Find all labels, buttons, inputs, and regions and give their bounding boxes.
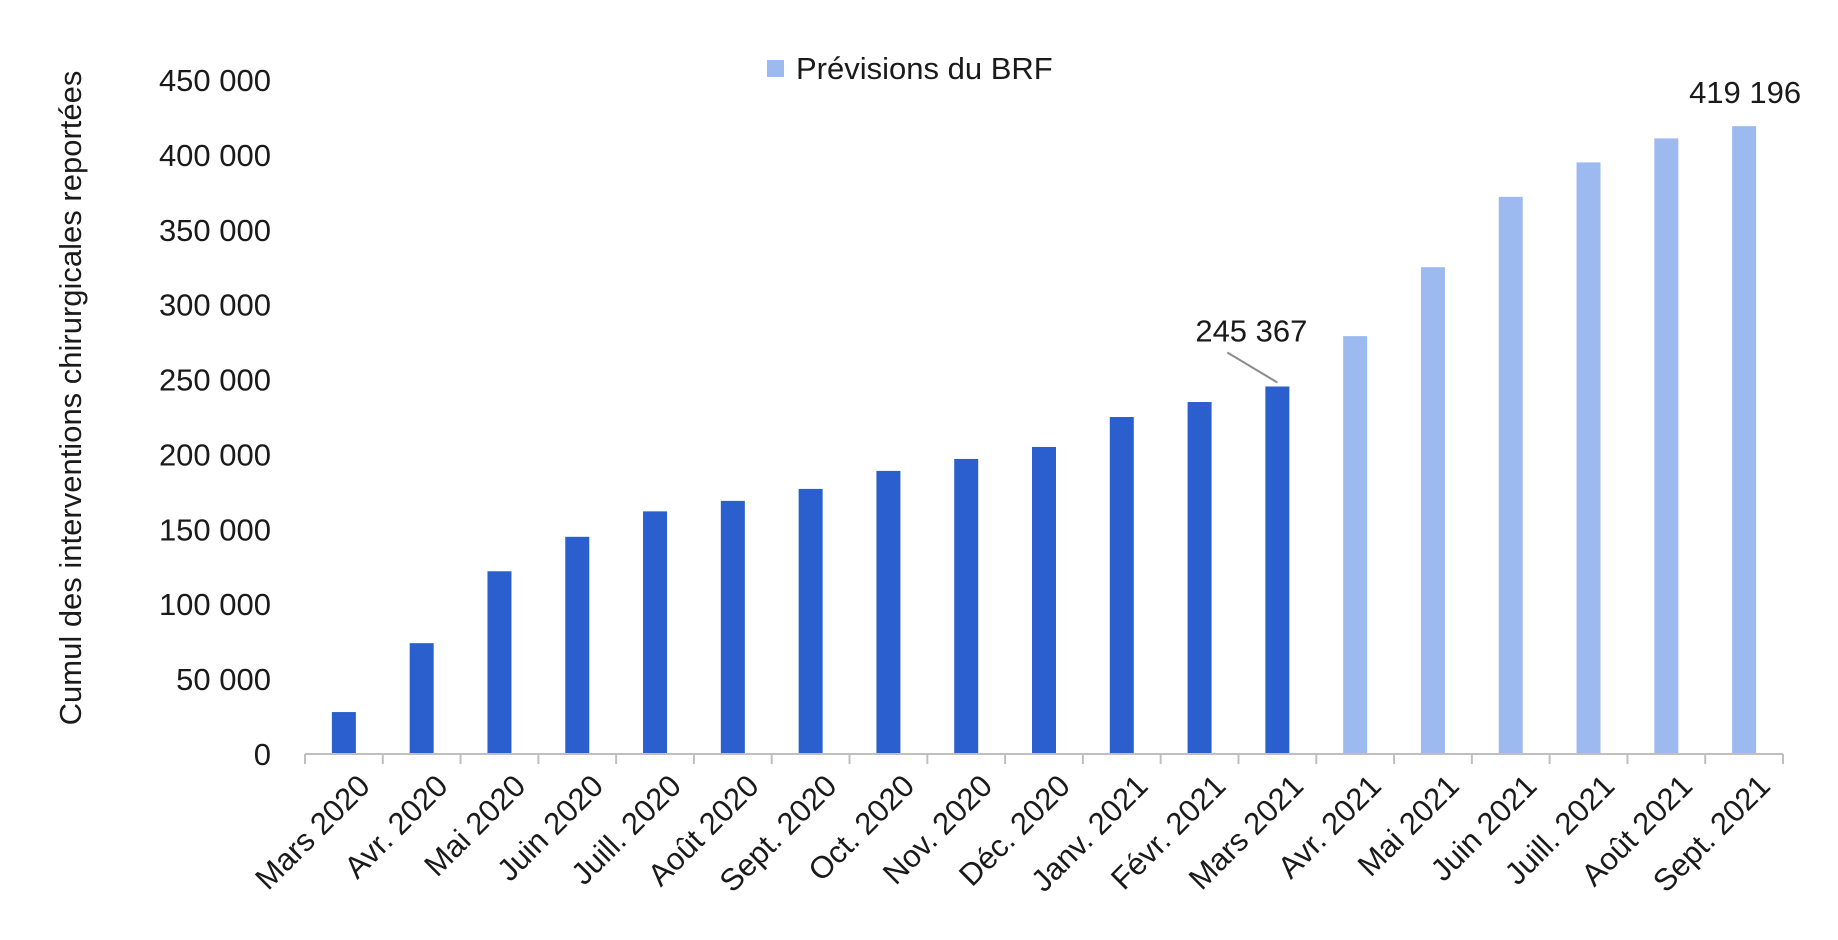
bar-juin-2021 [1498,196,1523,754]
bar-avr-2020 [409,643,434,754]
y-tick-label: 100 000 [159,587,271,622]
y-tick-label: 200 000 [159,437,271,472]
bar-juill-2021 [1576,162,1601,754]
bar-mai-2020 [487,571,512,754]
bar-juill-2020 [643,511,668,754]
bar-juin-2020 [565,536,590,754]
bar-mars-2021 [1265,386,1290,754]
bar-févr-2021 [1187,402,1212,754]
bar-août-2020 [720,500,745,754]
bar-août-2021 [1654,138,1679,754]
axes-group [304,753,1784,764]
data-label: 245 367 [1195,313,1307,348]
data-label: 419 196 [1689,75,1801,110]
bar-nov-2020 [954,458,979,754]
bar-mai-2021 [1420,267,1445,754]
bar-avr-2021 [1343,336,1368,754]
bar-mars-2020 [331,712,356,754]
y-axis-title: Cumul des interventions chirurgicales re… [53,71,88,726]
y-tick-label: 50 000 [176,662,271,697]
y-tick-label: 450 000 [159,63,271,98]
annotation-leader-line [1226,351,1278,384]
legend: Prévisions du BRF [767,51,1053,86]
annotations-group: 245 367 419 196 [1195,75,1801,384]
legend-swatch [767,60,784,77]
y-tick-label: 0 [254,737,271,772]
bar-janv-2021 [1109,417,1134,754]
bar-sept-2021 [1732,126,1757,754]
bars-group [331,126,1757,754]
y-tick-label: 150 000 [159,512,271,547]
y-tick-label: 400 000 [159,138,271,173]
bar-déc-2020 [1032,446,1056,754]
legend-label: Prévisions du BRF [796,51,1053,86]
y-tick-label: 350 000 [159,213,271,248]
y-tick-label: 250 000 [159,363,271,398]
bar-oct-2020 [876,470,901,754]
y-ticks-group: 0 50 000 100 000 150 000 200 000 250 000 300 0… [159,63,271,772]
bar-sept-2020 [798,488,823,754]
y-tick-label: 300 000 [159,288,271,323]
